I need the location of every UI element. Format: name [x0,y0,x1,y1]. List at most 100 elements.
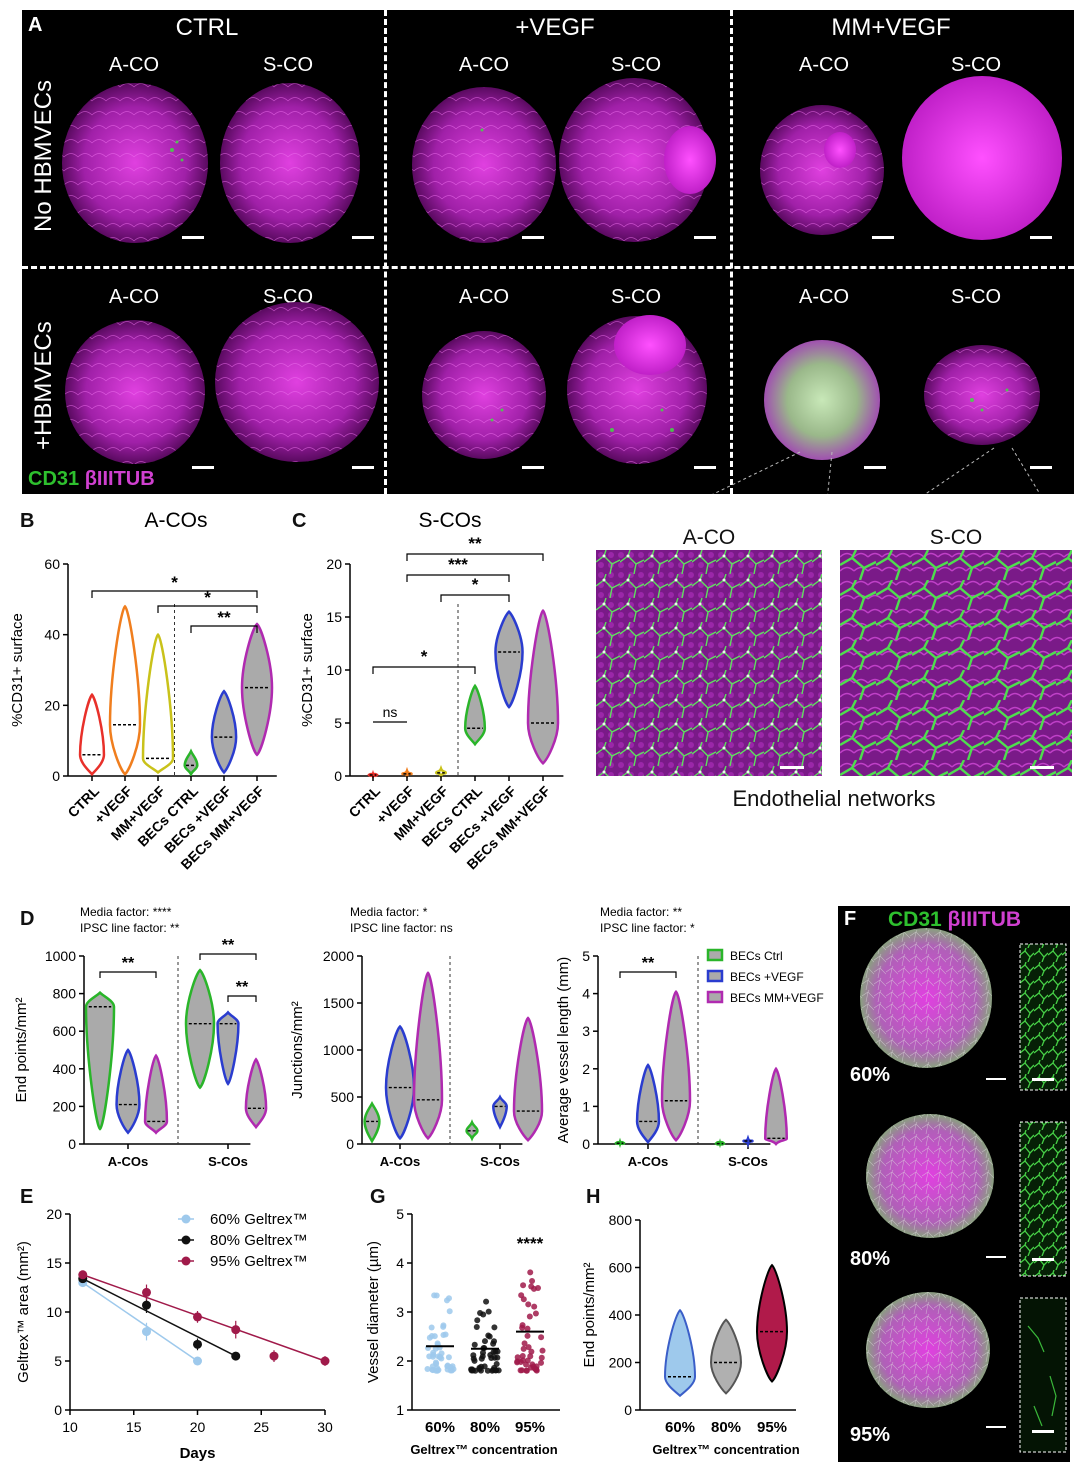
violin-1 [401,766,413,780]
data-point [525,1344,532,1351]
data-point [523,1367,530,1374]
data-point [78,1270,88,1280]
data-point [193,1339,202,1349]
legend-label: BECs MM+VEGF [730,991,824,1005]
y-tick-label: 2000 [323,948,354,964]
panel-label-e: E [20,1186,34,1208]
y-tick-label: 4 [396,1255,404,1271]
data-point [442,1331,449,1338]
violin-becs-mm-vegf [143,1053,169,1135]
y-tick-label: 20 [326,556,342,572]
scale-bar [182,236,204,239]
chart-g: 1 2 3 4 5 Vessel diameter (µm) 60% 80% 95% **** Ge… [365,1206,560,1457]
sub-label: S-CO [951,286,1001,308]
condition-title-ctrl: CTRL [175,14,239,41]
panel-label-a: A [28,14,43,36]
data-point [526,1313,533,1320]
chart-d3: Media factor: ** IPSC line factor: * 0 1 2 3 4… [555,905,824,1169]
panel-label-c: C [292,510,307,532]
series-line [82,1281,198,1362]
panel-label-h: H [586,1186,601,1208]
data-point [142,1300,151,1310]
sig-bracket [372,666,476,674]
sub-label: S-CO [611,54,661,76]
zoom-label-sco: S-CO [929,526,983,549]
violin-1 [108,604,142,776]
x-tick-label: 80% [470,1419,500,1436]
sig-bracket [406,574,510,582]
legend-label: 80% Geltrex™ [210,1232,308,1249]
data-point [518,1292,525,1299]
violin-becs-mm-vegf [244,1057,268,1130]
data-point [487,1351,494,1358]
data-point [449,1363,456,1370]
data-point [517,1358,524,1365]
data-point [491,1324,498,1331]
y-tick-label: 600 [53,1023,77,1039]
sig-bracket [157,605,258,613]
violin-becs-mm-vegf [412,971,444,1141]
sig-label: * [472,575,479,594]
data-point [231,1325,241,1335]
sig-label: ** [217,608,231,627]
scale-bar [694,236,716,239]
sub-label: A-CO [459,54,509,76]
x-axis-label: Geltrex™ concentration [652,1442,799,1457]
violin-becs-ctrl [465,1119,479,1142]
zoom-label-aco: A-CO [682,526,736,549]
y-tick-label: 2 [582,1061,590,1077]
sub-label: A-CO [109,286,159,308]
sig-bracket [619,971,677,978]
y-tick-label: 800 [609,1212,633,1228]
violin-becs-mm-vegf [763,1066,789,1146]
zoom-network-sco [840,550,1072,776]
chart-title: A-COs [145,509,208,532]
x-tick-label: 25 [253,1419,269,1435]
sub-label: A-CO [799,54,849,76]
sig-bracket [406,553,544,561]
data-point [446,1308,453,1315]
data-point [479,1349,486,1356]
y-axis-label: End points/mm² [581,1262,598,1367]
data-point [474,1317,481,1324]
annotation-line-1: Media factor: * [350,905,428,919]
data-point [528,1283,535,1290]
group-label: A-COs [380,1154,420,1169]
scale-bar [872,236,894,239]
sig-bracket [91,590,258,598]
group-label: A-COs [108,1154,148,1169]
sig-label: ** [236,979,249,996]
data-point [431,1333,438,1340]
data-point [518,1367,525,1374]
sig-label: *** [448,555,468,574]
violin-becs-mm-vegf [660,989,692,1142]
y-tick-label: 5 [582,948,590,964]
x-tick-label: 15 [126,1419,142,1435]
data-point [535,1285,542,1292]
sig-label: ** [122,955,135,972]
panel-f-stain-legend: CD31 βIIITUB [888,908,1021,932]
annotation-line-2: IPSC line factor: * [600,921,695,935]
data-point [531,1303,538,1310]
y-tick-label: 20 [44,697,60,713]
chart-h: 0 200 400 600 800 End points/mm² 60% 80% 95% Gelt… [581,1212,800,1457]
panel-label-b: B [20,510,35,532]
violin-4 [210,689,238,775]
organoid-images [62,76,1062,494]
scale-bar [352,236,374,239]
data-point [424,1365,431,1372]
y-tick-label: 15 [46,1255,62,1271]
data-point [481,1338,488,1345]
y-axis-label: End points/mm² [13,997,30,1102]
violin-0 [78,692,106,777]
data-point [493,1367,500,1374]
y-tick-label: 3 [396,1304,404,1320]
sig-label: ** [222,937,235,954]
y-tick-label: 600 [609,1260,633,1276]
data-point [435,1353,442,1360]
group-label: S-COs [208,1154,248,1169]
condition-title-mm-vegf: MM+VEGF [831,14,951,41]
legend-swatch [706,969,724,983]
panel-f-label-60: 60% [850,1064,891,1086]
